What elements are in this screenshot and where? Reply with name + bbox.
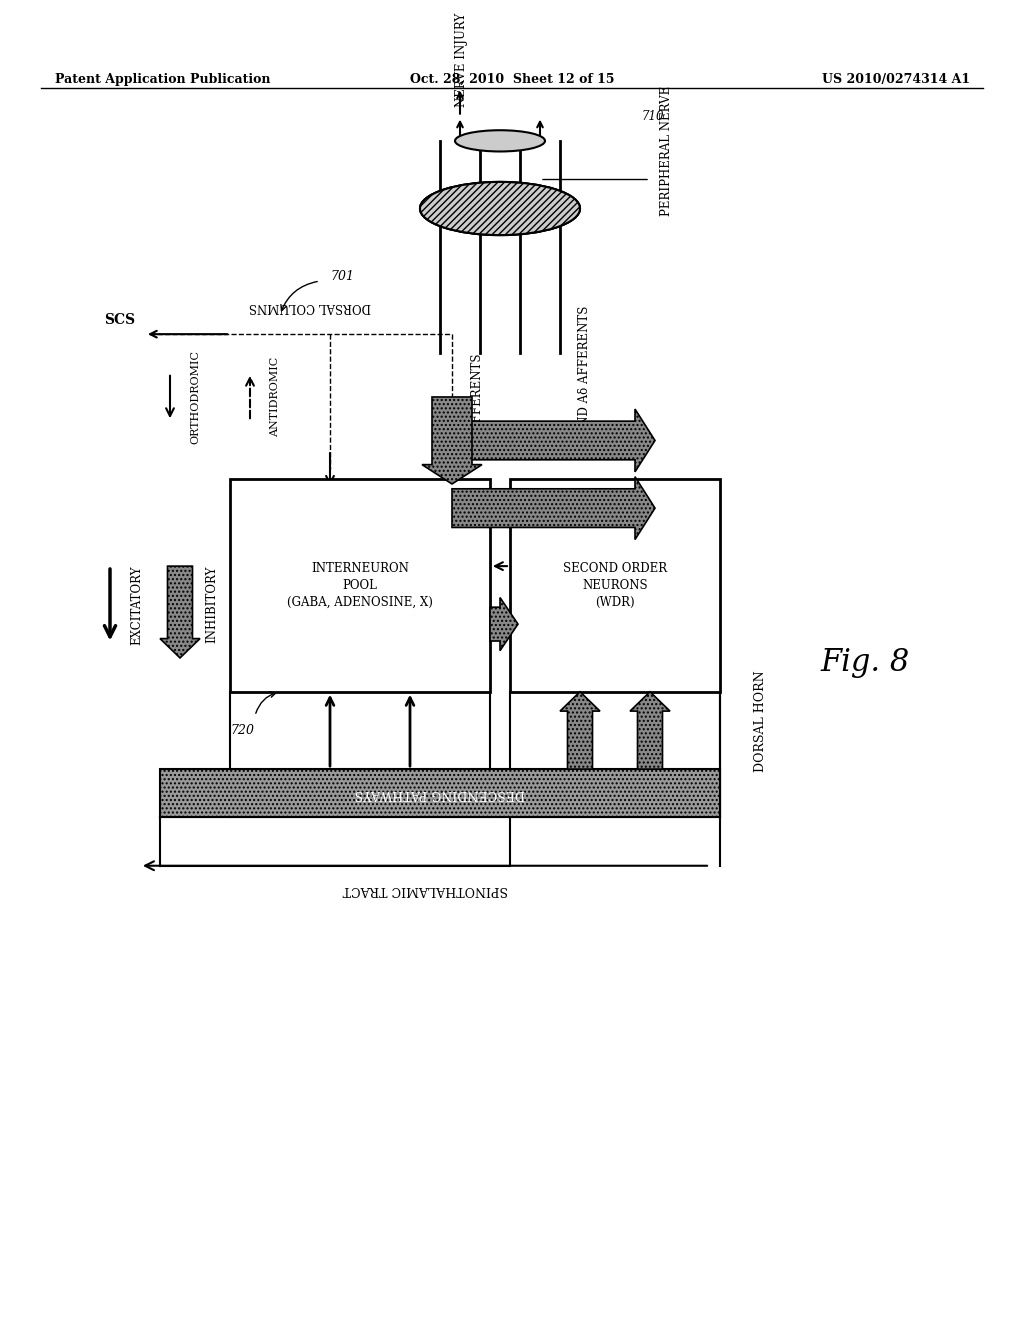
Text: Aβ AFFERENTS: Aβ AFFERENTS <box>471 354 484 450</box>
Text: (GLU, ASP
SP, X): (GLU, ASP SP, X) <box>521 437 580 459</box>
Text: DORSAL COLUMNS: DORSAL COLUMNS <box>249 300 371 313</box>
FancyBboxPatch shape <box>230 479 490 692</box>
FancyArrow shape <box>560 692 600 770</box>
Text: DORSAL HORN: DORSAL HORN <box>754 671 767 772</box>
Text: PERIPHERAL NERVE: PERIPHERAL NERVE <box>660 86 673 215</box>
FancyArrow shape <box>422 397 482 484</box>
Text: ORTHODROMIC: ORTHODROMIC <box>190 350 200 444</box>
Text: 701: 701 <box>330 269 354 282</box>
Text: Fig. 8: Fig. 8 <box>820 647 909 678</box>
FancyArrow shape <box>490 598 518 651</box>
Text: C AND Aδ AFFERENTS: C AND Aδ AFFERENTS <box>579 305 592 446</box>
Text: 720: 720 <box>230 723 254 737</box>
Text: EXCITATORY: EXCITATORY <box>130 565 143 644</box>
Text: DESCENDING PATHWAYS: DESCENDING PATHWAYS <box>355 787 525 800</box>
Text: SECOND ORDER
NEURONS
(WDR): SECOND ORDER NEURONS (WDR) <box>563 562 667 609</box>
FancyArrow shape <box>160 566 200 657</box>
Text: US 2010/0274314 A1: US 2010/0274314 A1 <box>822 73 970 86</box>
FancyArrow shape <box>452 477 655 540</box>
Text: 710: 710 <box>642 110 665 123</box>
Text: INHIBITORY: INHIBITORY <box>205 566 218 643</box>
Text: Oct. 28, 2010  Sheet 12 of 15: Oct. 28, 2010 Sheet 12 of 15 <box>410 73 614 86</box>
FancyArrow shape <box>630 692 670 770</box>
Text: ANTIDROMIC: ANTIDROMIC <box>270 356 280 437</box>
Ellipse shape <box>420 182 580 235</box>
FancyArrow shape <box>452 409 655 471</box>
Text: Patent Application Publication: Patent Application Publication <box>55 73 270 86</box>
Ellipse shape <box>455 131 545 152</box>
Text: NERVE INJURY: NERVE INJURY <box>456 13 469 107</box>
Text: SPINOTHALAMIC TRACT: SPINOTHALAMIC TRACT <box>342 883 508 896</box>
Ellipse shape <box>420 182 580 235</box>
Text: INTERNEURON
POOL
(GABA, ADENOSINE, X): INTERNEURON POOL (GABA, ADENOSINE, X) <box>287 562 433 609</box>
FancyBboxPatch shape <box>510 479 720 692</box>
FancyBboxPatch shape <box>160 770 720 817</box>
Text: SCS: SCS <box>103 313 135 326</box>
Ellipse shape <box>420 182 580 235</box>
